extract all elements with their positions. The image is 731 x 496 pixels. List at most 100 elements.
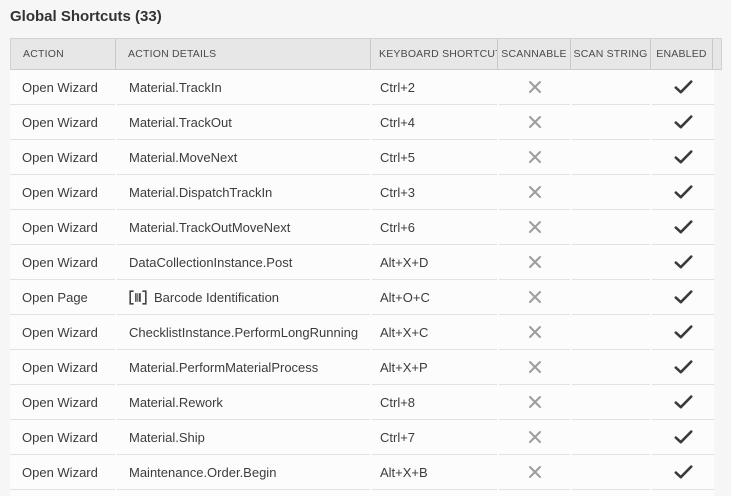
action-label: Open Page [22,289,88,305]
cell-enabled [652,315,714,350]
check-icon [674,220,693,234]
table-row[interactable]: Open Wizard Material.TrackIn [10,70,714,105]
keyboard-shortcut-label: Alt+O+C [380,289,430,305]
action-details-label: Material.PerformMaterialProcess [129,359,319,375]
keyboard-shortcut-label: Ctrl+8 [380,394,416,410]
action-details-label: Material.MoveNext [129,149,238,165]
x-icon [528,325,542,339]
cell-keyboard-shortcut: Ctrl+8 [372,385,497,420]
cell-keyboard-shortcut: Alt+X+B [372,455,497,490]
cell-action: Open Wizard [10,350,115,385]
x-icon [528,395,542,409]
column-header-enabled[interactable]: ENABLED [651,39,713,69]
cell-enabled [652,210,714,245]
x-icon [528,115,542,129]
cell-scan-string [572,420,650,455]
cell-scannable [499,245,570,280]
cell-action-details: Material.Ship [117,420,370,455]
cell-action-details: Material.TrackOutMoveNext [117,210,370,245]
table-row[interactable]: Open Wizard Material.TrackOutMoveNext [10,210,714,245]
table-row[interactable]: Open Wizard Material.PerformMaterialProc… [10,350,714,385]
column-header-keyboard-shortcut[interactable]: KEYBOARD SHORTCUT [371,39,498,69]
action-label: Open Wizard [22,324,98,340]
cell-scannable [499,280,570,315]
table-row[interactable]: Open Wizard ChecklistInstance.PerformLon… [10,315,714,350]
action-label: Open Wizard [22,184,98,200]
keyboard-shortcut-label: Ctrl+6 [380,219,416,235]
x-icon [528,255,542,269]
cell-action: Open Wizard [10,175,115,210]
cell-keyboard-shortcut: Ctrl+2 [372,70,497,105]
x-icon [528,360,542,374]
table-row[interactable]: Open Wizard Material.MoveNext [10,140,714,175]
table-row[interactable]: Open Page Barcode Identification [10,280,714,315]
x-icon [528,290,542,304]
check-icon [674,395,693,409]
cell-action-details: ChecklistInstance.PerformLongRunning [117,315,370,350]
keyboard-shortcut-label: Ctrl+5 [380,149,416,165]
cell-action-details: Material.TrackIn [117,70,370,105]
cell-enabled [652,385,714,420]
keyboard-shortcut-label: Alt+X+D [380,254,429,270]
action-label: Open Wizard [22,394,98,410]
cell-enabled [652,175,714,210]
action-details-label: Material.Rework [129,394,223,410]
column-header-action[interactable]: ACTION [11,39,116,69]
cell-action: Open Wizard [10,105,115,140]
table-body: Open Wizard Material.TrackIn [10,70,731,490]
check-icon [674,360,693,374]
action-details-label: ChecklistInstance.PerformLongRunning [129,324,359,340]
keyboard-shortcut-label: Ctrl+2 [380,79,416,95]
cell-keyboard-shortcut: Ctrl+7 [372,420,497,455]
column-header-action-details[interactable]: ACTION DETAILS [116,39,371,69]
table-header: ACTION ACTION DETAILS KEYBOARD SHORTCUT … [10,38,722,70]
cell-keyboard-shortcut: Ctrl+4 [372,105,497,140]
cell-keyboard-shortcut: Ctrl+5 [372,140,497,175]
cell-scannable [499,210,570,245]
cell-action: Open Wizard [10,455,115,490]
cell-action-details: Material.TrackOut [117,105,370,140]
check-icon [674,115,693,129]
check-icon [674,430,693,444]
keyboard-shortcut-label: Ctrl+7 [380,429,416,445]
cell-enabled [652,280,714,315]
check-icon [674,150,693,164]
x-icon [528,185,542,199]
cell-action: Open Wizard [10,140,115,175]
check-icon [674,290,693,304]
action-details-label: Material.TrackIn [129,79,222,95]
x-icon [528,465,542,479]
check-icon [674,255,693,269]
cell-scan-string [572,280,650,315]
table-row-partial [10,490,714,496]
cell-scannable [499,175,570,210]
action-details-label: DataCollectionInstance.Post [129,254,293,270]
action-details-label: Maintenance.Order.Begin [129,464,277,480]
action-label: Open Wizard [22,359,98,375]
cell-action: Open Wizard [10,385,115,420]
column-header-scan-string[interactable]: SCAN STRING [571,39,651,69]
cell-scannable [499,315,570,350]
table-row[interactable]: Open Wizard DataCollectionInstance.Post [10,245,714,280]
action-details-label: Material.TrackOut [129,114,232,130]
cell-action: Open Page [10,280,115,315]
action-details-label: Barcode Identification [154,289,280,305]
keyboard-shortcut-label: Ctrl+4 [380,114,416,130]
table-row[interactable]: Open Wizard Maintenance.Order.Begin [10,455,714,490]
table-row[interactable]: Open Wizard Material.DispatchTrackIn [10,175,714,210]
page-title: Global Shortcuts (33) [10,8,162,25]
cell-scan-string [572,350,650,385]
table-row[interactable]: Open Wizard Material.Rework [10,385,714,420]
table-row[interactable]: Open Wizard Material.Ship C [10,420,714,455]
action-details-label: Material.DispatchTrackIn [129,184,273,200]
action-label: Open Wizard [22,219,98,235]
cell-scannable [499,105,570,140]
cell-keyboard-shortcut: Alt+O+C [372,280,497,315]
column-header-scannable[interactable]: SCANNABLE [498,39,571,69]
cell-action-details: Maintenance.Order.Begin [117,455,370,490]
table-row[interactable]: Open Wizard Material.TrackOut [10,105,714,140]
cell-action: Open Wizard [10,245,115,280]
cell-action-details: Material.DispatchTrackIn [117,175,370,210]
cell-enabled [652,420,714,455]
cell-keyboard-shortcut: Alt+X+D [372,245,497,280]
